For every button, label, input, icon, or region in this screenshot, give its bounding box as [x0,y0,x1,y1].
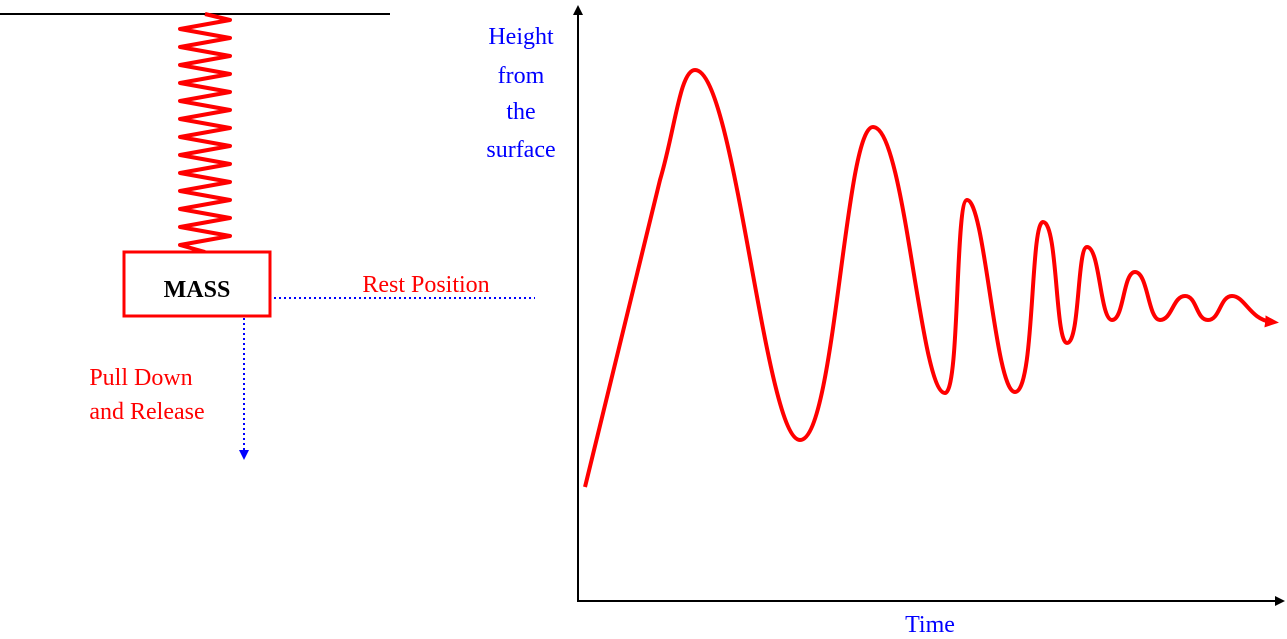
y-axis-label: surface [486,137,555,163]
pull-label: Pull Down [89,365,192,391]
rest-label: Rest Position [362,272,489,298]
page: MASS Rest Position Pull Down and Release… [0,0,1287,639]
y-axis-label: Height [488,24,554,50]
y-axis-label: from [498,63,545,89]
y-axis-label: the [506,99,535,125]
diagram: MASS Rest Position Pull Down and Release… [0,0,1287,639]
oscillation-curve [585,70,1272,487]
x-axis-label: Time [905,612,955,638]
pull-label: and Release [89,399,204,425]
spring [180,14,230,252]
mass-label: MASS [164,277,231,303]
